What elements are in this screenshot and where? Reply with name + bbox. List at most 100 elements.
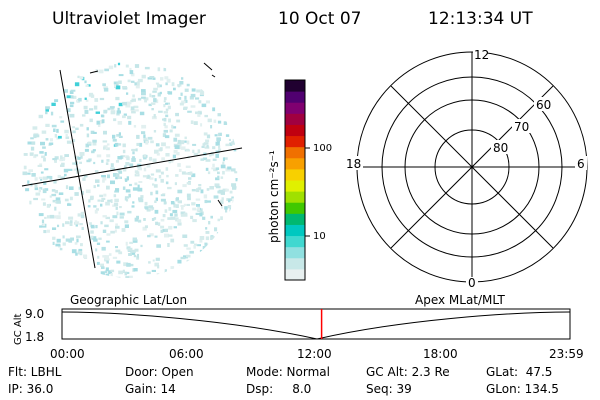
image-pixel (210, 152, 214, 156)
image-pixel (186, 203, 190, 206)
image-pixel (153, 98, 157, 103)
image-pixel (132, 239, 138, 243)
image-pixel (222, 188, 228, 192)
image-pixel (182, 234, 188, 238)
image-pixel (59, 158, 63, 162)
image-pixel (89, 92, 93, 96)
image-pixel (132, 151, 135, 155)
image-pixel (177, 259, 182, 264)
image-pixel (136, 81, 140, 86)
image-pixel (123, 262, 129, 267)
image-pixel (173, 226, 177, 229)
image-pixel (229, 142, 233, 146)
image-pixel (177, 189, 183, 194)
image-pixel (97, 255, 100, 259)
image-pixel (205, 227, 208, 230)
image-pixel (166, 78, 171, 83)
image-pixel (68, 216, 74, 220)
image-pixel (45, 123, 50, 127)
image-pixel (176, 197, 179, 201)
image-pixel (219, 132, 222, 136)
image-pixel (163, 100, 166, 103)
image-pixel (114, 190, 119, 193)
image-pixel (82, 177, 86, 181)
image-pixel (157, 265, 160, 269)
image-pixel (125, 241, 128, 246)
orbit-timeline: Geographic Lat/Lon Apex MLat/MLT GC Alt … (13, 293, 584, 361)
image-pixel (135, 148, 138, 152)
mlt-label-6: 6 (577, 157, 585, 171)
image-pixel (56, 215, 61, 220)
time-tick-2359: 23:59 (549, 347, 584, 361)
image-pixel (195, 212, 200, 215)
time-tick-1200: 12:00 (297, 347, 332, 361)
image-pixel (105, 258, 110, 261)
image-pixel (200, 123, 203, 127)
image-pixel (163, 97, 167, 101)
image-pixel (180, 146, 186, 150)
image-pixel (39, 225, 42, 228)
ip-status: IP: 36.0 (8, 382, 54, 396)
image-pixel (186, 182, 191, 185)
image-pixel (177, 139, 181, 144)
image-pixel (126, 156, 130, 161)
image-pixel (70, 237, 74, 241)
image-pixel (124, 197, 127, 201)
image-pixel (149, 156, 153, 161)
image-pixel (184, 140, 187, 143)
image-pixel (225, 208, 228, 213)
image-pixel (161, 157, 165, 161)
image-pixel (163, 67, 167, 72)
time-tick-1800: 18:00 (423, 347, 458, 361)
image-pixel (89, 235, 94, 239)
image-pixel (41, 198, 46, 201)
image-pixel (134, 82, 140, 86)
image-pixel (127, 79, 131, 83)
image-pixel (28, 169, 33, 172)
uv-image-disk (21, 62, 243, 278)
image-pixel (74, 220, 78, 225)
image-pixel (152, 183, 155, 186)
image-pixel (62, 242, 66, 246)
image-pixel (107, 174, 110, 179)
image-pixel (50, 111, 54, 116)
image-pixel (145, 207, 149, 210)
image-pixel (131, 98, 136, 102)
image-pixel (115, 276, 121, 278)
image-pixel (167, 217, 172, 220)
image-pixel (93, 185, 96, 189)
image-pixel (77, 156, 81, 160)
image-pixel (202, 246, 208, 250)
image-pixel (180, 92, 183, 96)
colorbar-segment (285, 113, 305, 125)
image-pixel (220, 191, 225, 195)
image-pixel (75, 224, 78, 227)
image-pixel (103, 193, 107, 197)
image-pixel (110, 269, 115, 273)
image-pixel (193, 152, 199, 156)
image-pixel (157, 222, 161, 226)
image-pixel (234, 171, 238, 174)
image-pixel (25, 188, 30, 192)
timeline-left-title: Geographic Lat/Lon (70, 293, 187, 307)
image-pixel (176, 219, 182, 223)
image-pixel (35, 192, 41, 196)
image-pixel (78, 97, 82, 102)
image-pixel (128, 253, 132, 256)
image-pixel (51, 124, 57, 128)
image-pixel (181, 171, 186, 175)
image-pixel (177, 84, 180, 88)
image-pixel (161, 142, 166, 147)
image-pixel (110, 110, 116, 115)
image-pixel (34, 184, 38, 188)
image-pixel (134, 217, 139, 222)
image-pixel (217, 175, 220, 180)
image-pixel (196, 89, 201, 93)
image-pixel (229, 190, 233, 194)
image-pixel (186, 83, 190, 87)
image-pixel (220, 164, 226, 169)
image-pixel (91, 150, 95, 154)
colorbar-segment (285, 168, 305, 181)
image-pixel (184, 88, 189, 92)
image-pixel (231, 196, 234, 199)
